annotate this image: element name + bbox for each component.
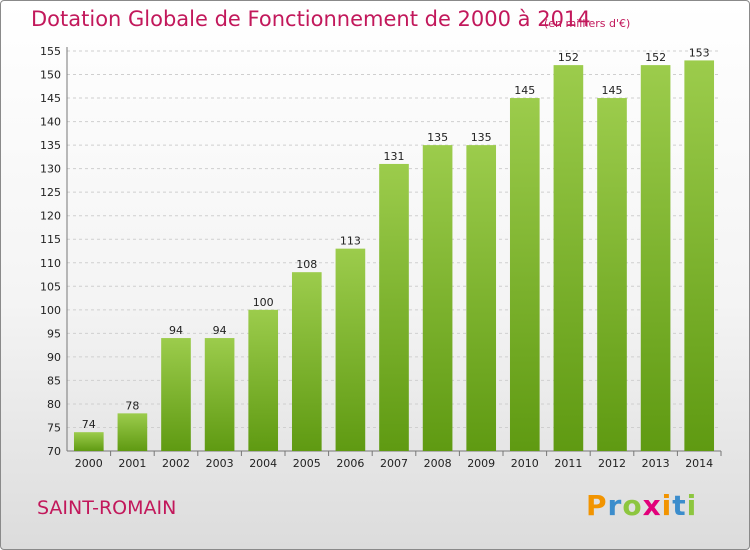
bar-2002	[161, 338, 191, 451]
y-tick-label: 70	[47, 445, 61, 458]
chart-title: Dotation Globale de Fonctionnement de 20…	[31, 7, 591, 31]
bar-2011	[553, 65, 584, 451]
data-label: 113	[340, 235, 361, 248]
x-tick-label: 2000	[75, 457, 103, 470]
x-tick-label: 2005	[293, 457, 321, 470]
data-label: 94	[169, 324, 183, 337]
data-labels: 74 78 94 94 100 108 113 131 135 135 145 152 145 152 15…	[82, 46, 710, 431]
bar-2004	[248, 309, 279, 451]
x-tick-label: 2012	[598, 457, 626, 470]
logo-letter: t	[672, 489, 687, 522]
data-label: 78	[125, 399, 139, 412]
y-tick-label: 135	[40, 139, 61, 152]
bars	[73, 60, 715, 452]
y-tick-label: 120	[40, 210, 61, 223]
bar-2006	[335, 248, 366, 451]
y-tick-label: 85	[47, 374, 61, 387]
data-label: 145	[602, 84, 623, 97]
bar-2007	[379, 163, 409, 452]
bar-2013	[640, 65, 671, 451]
x-tick-label: 2007	[380, 457, 408, 470]
y-tick-label: 95	[47, 327, 61, 340]
logo-letter: x	[642, 489, 662, 522]
data-label: 94	[213, 324, 227, 337]
y-tick-label: 145	[40, 92, 61, 105]
logo-letter: P	[586, 489, 608, 522]
data-label: 152	[558, 51, 579, 64]
data-label: 100	[253, 296, 274, 309]
data-label: 108	[296, 258, 317, 271]
y-tick-label: 75	[47, 421, 61, 434]
x-tick-label: 2009	[467, 457, 495, 470]
y-tick-label: 80	[47, 398, 61, 411]
x-tick-label: 2004	[249, 457, 277, 470]
y-tick-label: 110	[40, 257, 61, 270]
y-tick-labels: 70 75 80 85 90 95 100 105 110 115 120 125 130 135 140 1…	[40, 45, 61, 458]
bar-2012	[597, 98, 627, 451]
x-tick-label: 2002	[162, 457, 190, 470]
y-tick-label: 155	[40, 45, 61, 58]
logo-letter: i	[661, 489, 673, 522]
data-label: 135	[471, 131, 492, 144]
data-label: 135	[427, 131, 448, 144]
x-tick-label: 2006	[336, 457, 364, 470]
y-tick-label: 150	[40, 69, 61, 82]
x-tick-label: 2014	[685, 457, 713, 470]
data-label: 131	[384, 150, 405, 163]
data-label: 145	[514, 84, 535, 97]
bar-2005	[291, 272, 322, 451]
y-tick-label: 90	[47, 351, 61, 364]
y-tick-label: 100	[40, 304, 61, 317]
logo-letter: r	[607, 489, 623, 522]
data-label: 74	[82, 418, 96, 431]
unit-label: (en milliers d'€)	[544, 17, 631, 30]
x-tick-label: 2003	[206, 457, 234, 470]
x-tick-label: 2011	[554, 457, 582, 470]
y-tick-label: 115	[40, 233, 61, 246]
x-tick-label: 2008	[424, 457, 452, 470]
y-tick-label: 105	[40, 280, 61, 293]
logo-letter: o	[622, 489, 643, 522]
bar-2009	[466, 145, 497, 451]
bar-2010	[509, 98, 540, 451]
bar-2000	[73, 432, 104, 451]
commune-name: SAINT-ROMAIN	[37, 497, 177, 519]
logo-letter: i	[686, 489, 698, 522]
x-tick-label: 2001	[118, 457, 146, 470]
bar-2003	[204, 338, 235, 451]
x-tick-label: 2013	[642, 457, 670, 470]
y-tick-label: 125	[40, 186, 61, 199]
data-label: 152	[645, 51, 666, 64]
y-tick-label: 130	[40, 163, 61, 176]
data-label: 153	[689, 46, 710, 59]
bar-2001	[117, 413, 148, 451]
x-tick-label: 2010	[511, 457, 539, 470]
proxiti-logo: Proxiti	[586, 489, 697, 522]
bar-2014	[684, 60, 715, 451]
x-tick-labels: 2000 2001 2002 2003 2004 2005 2006 2007 2008 2009…	[75, 451, 722, 470]
y-tick-label: 140	[40, 116, 61, 129]
bar-2008	[422, 145, 453, 451]
